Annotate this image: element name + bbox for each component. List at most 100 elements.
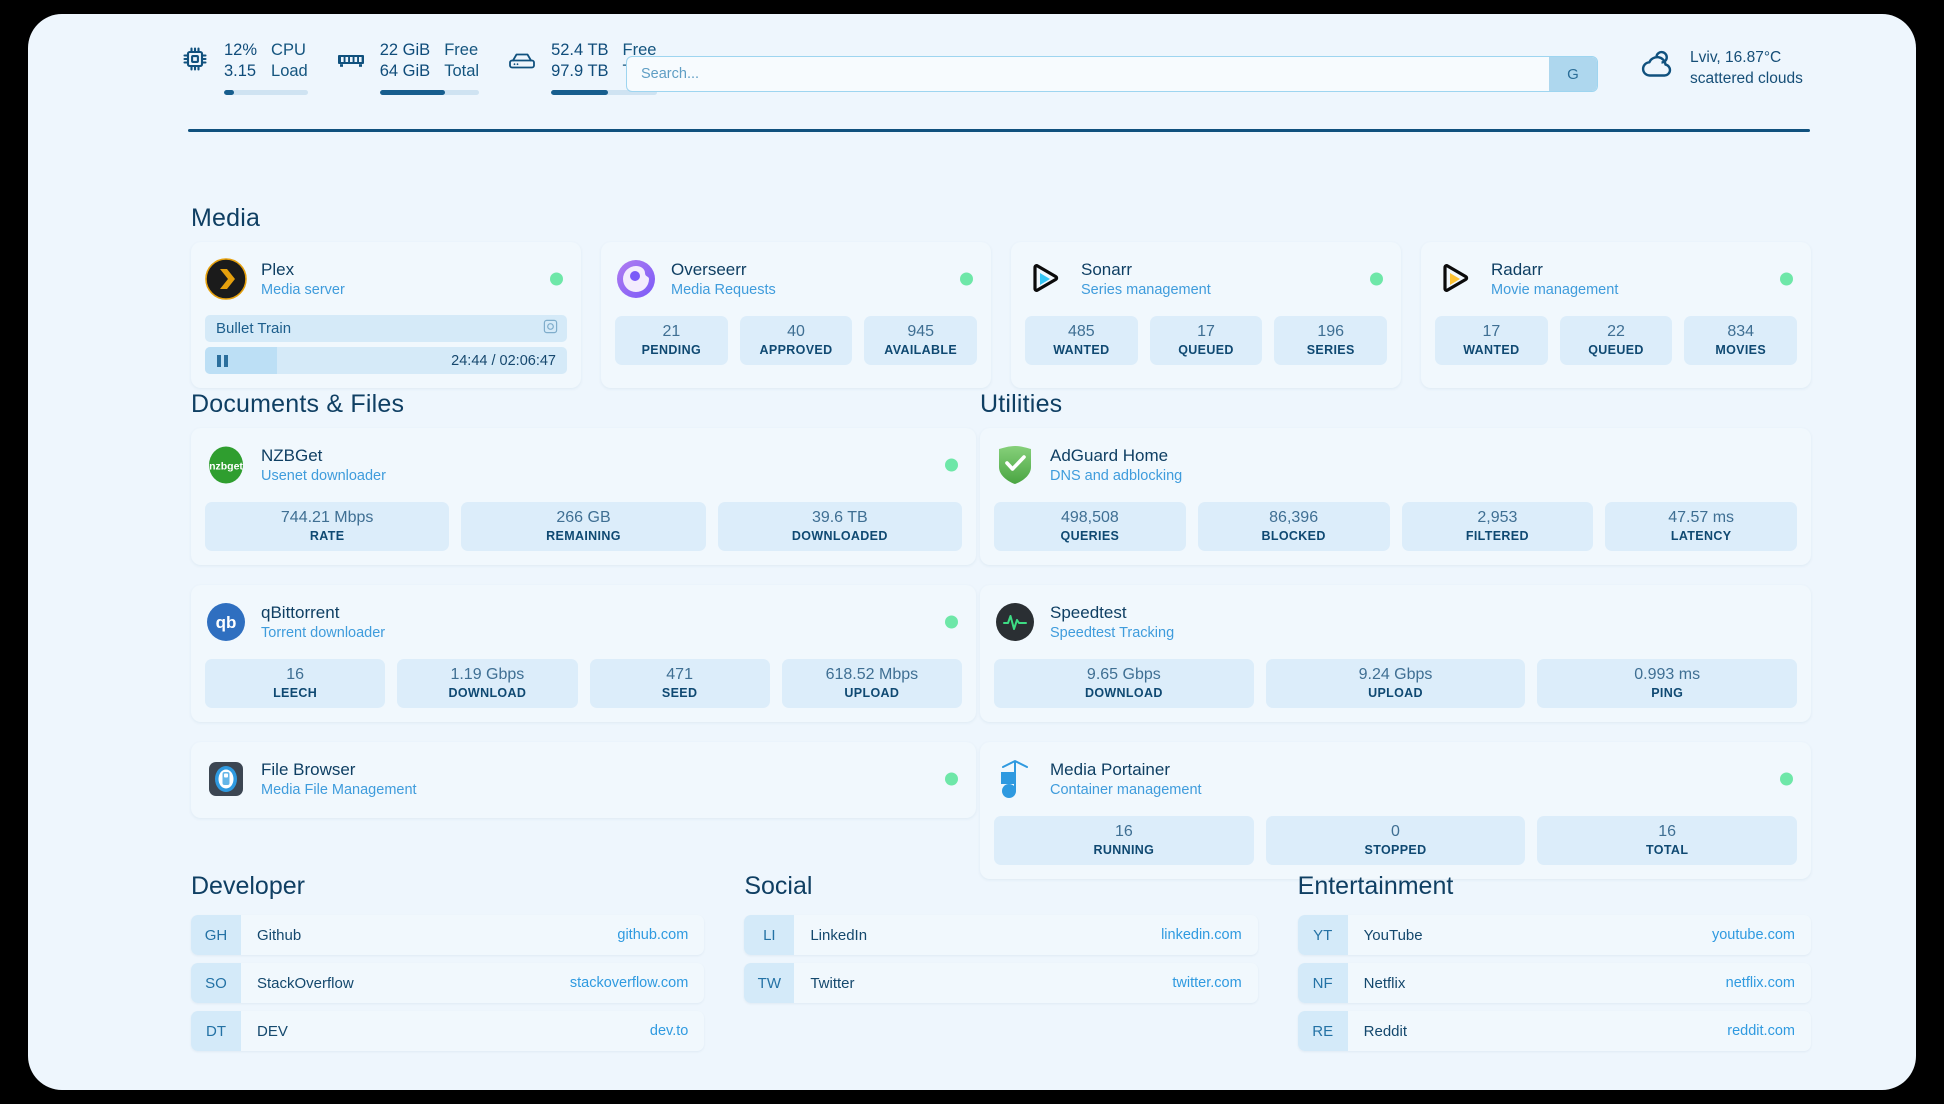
stat-cpu: 12% 3.15 CPU Load xyxy=(178,40,308,97)
disk-free-label: Free xyxy=(622,41,657,59)
cpu-usage-value: 12% xyxy=(224,41,258,59)
filebrowser-logo-icon xyxy=(205,758,247,800)
status-badge xyxy=(960,272,973,286)
card-stat-row: 16 LEECH 1.19 Gbps DOWNLOAD 471 SEED 618… xyxy=(205,659,962,708)
weather-location-temp: Lviv, 16.87°C xyxy=(1690,49,1782,66)
bookmark-abbr: TW xyxy=(744,963,795,1003)
card-subtitle: Torrent downloader xyxy=(261,624,386,641)
bookmark-group-entertainment: Entertainment YT YouTube youtube.com NF … xyxy=(1297,872,1811,1059)
card-header: Media Portainer Container management xyxy=(994,754,1797,804)
status-badge xyxy=(1780,272,1793,286)
bookmark-item-linkedin[interactable]: LI LinkedIn linkedin.com xyxy=(744,915,1258,955)
card-stat-row: 744.21 Mbps RATE 266 GB REMAINING 39.6 T… xyxy=(205,502,962,551)
service-card-nzbget[interactable]: nzbget NZBGet Usenet downloader 744.21 M… xyxy=(191,428,976,565)
qbittorrent-logo-icon: qb xyxy=(205,601,247,643)
search-engine-button[interactable]: G xyxy=(1549,57,1597,91)
stat-tile: 266 GB REMAINING xyxy=(461,502,706,551)
stat-label: DOWNLOADED xyxy=(791,529,888,543)
bookmark-url: stackoverflow.com xyxy=(569,975,689,991)
stat-tile: 86,396 BLOCKED xyxy=(1197,502,1390,551)
disk-icon xyxy=(505,40,539,78)
card-subtitle: Series management xyxy=(1081,281,1211,298)
pause-icon[interactable] xyxy=(217,354,228,367)
bookmark-group-developer: Developer GH Github github.com SO StackO… xyxy=(191,872,705,1059)
search-input[interactable] xyxy=(627,57,1549,91)
speedtest-logo-icon xyxy=(994,601,1036,643)
now-playing-panel: Bullet Train 24:44 / 02:06:47 xyxy=(205,315,567,374)
section-title-documents: Documents & Files xyxy=(191,390,405,418)
stat-value: 39.6 TB xyxy=(811,509,868,526)
cpu-load-label: Load xyxy=(271,62,308,81)
bookmark-name: Reddit xyxy=(1363,1022,1408,1040)
card-title: Radarr xyxy=(1491,259,1543,279)
stat-label: QUEUED xyxy=(1178,343,1234,357)
stat-value: 945 xyxy=(907,323,935,340)
stat-value: 16 xyxy=(1114,823,1133,840)
time-separator: / xyxy=(491,352,496,369)
card-stat-row: 485 WANTED 17 QUEUED 196 SERIES xyxy=(1025,316,1388,365)
bookmark-item-stackoverflow[interactable]: SO StackOverflow stackoverflow.com xyxy=(191,963,705,1003)
stat-label: TOTAL xyxy=(1646,843,1689,857)
header-bar: 12% 3.15 CPU Load xyxy=(28,14,1916,132)
stat-label: MOVIES xyxy=(1715,343,1767,357)
stat-value: 17 xyxy=(1197,323,1215,340)
stat-value: 47.57 ms xyxy=(1668,509,1735,526)
media-card-row: Plex Media server Bullet Train xyxy=(191,242,1811,388)
service-card-adguard-home[interactable]: AdGuard Home DNS and adblocking 498,508 … xyxy=(980,428,1811,565)
stat-tile: 471 SEED xyxy=(589,659,770,708)
card-stat-row: 17 WANTED 22 QUEUED 834 MOVIES xyxy=(1435,316,1798,365)
stat-label: LEECH xyxy=(273,686,318,700)
bookmark-name: StackOverflow xyxy=(257,974,354,992)
service-card-plex[interactable]: Plex Media server Bullet Train xyxy=(191,242,581,388)
bookmark-item-reddit[interactable]: RE Reddit reddit.com xyxy=(1297,1011,1811,1051)
card-subtitle: Usenet downloader xyxy=(261,467,386,484)
now-playing-progress[interactable]: 24:44 / 02:06:47 xyxy=(205,347,567,374)
bookmark-item-dev[interactable]: DT DEV dev.to xyxy=(191,1011,705,1051)
stat-label: AVAILABLE xyxy=(884,343,958,357)
service-card-qbittorrent[interactable]: qb qBittorrent Torrent downloader 16 LEE… xyxy=(191,585,976,722)
bookmark-item-youtube[interactable]: YT YouTube youtube.com xyxy=(1297,915,1811,955)
bookmark-item-netflix[interactable]: NF Netflix netflix.com xyxy=(1297,963,1811,1003)
status-badge xyxy=(945,458,958,472)
overseerr-logo-icon xyxy=(615,258,657,300)
bookmark-group-title: Entertainment xyxy=(1297,872,1454,900)
stat-tile: 22 QUEUED xyxy=(1559,316,1673,365)
card-stat-row: 498,508 QUERIES 86,396 BLOCKED 2,953 FIL… xyxy=(994,502,1797,551)
disk-total-value: 97.9 TB xyxy=(551,62,609,81)
status-badge xyxy=(945,615,958,629)
bookmark-item-twitter[interactable]: TW Twitter twitter.com xyxy=(744,963,1258,1003)
radarr-logo-icon xyxy=(1435,258,1477,300)
service-card-media-portainer[interactable]: Media Portainer Container management 16 … xyxy=(980,742,1811,879)
card-subtitle: DNS and adblocking xyxy=(1050,467,1183,484)
stat-label: QUERIES xyxy=(1060,529,1120,543)
card-title: Sonarr xyxy=(1081,259,1133,279)
search-bar[interactable]: G xyxy=(626,56,1598,92)
stat-label: DOWNLOAD xyxy=(448,686,527,700)
service-card-file-browser[interactable]: File Browser Media File Management xyxy=(191,742,976,818)
bookmarks-area: Developer GH Github github.com SO StackO… xyxy=(191,872,1811,1059)
stat-value: 9.24 Gbps xyxy=(1358,666,1433,683)
bookmark-url: linkedin.com xyxy=(1161,927,1242,943)
bookmark-name: Twitter xyxy=(810,974,855,992)
stat-value: 16 xyxy=(286,666,305,683)
now-playing-title-bar[interactable]: Bullet Train xyxy=(205,315,567,342)
stat-value: 485 xyxy=(1067,323,1095,340)
stat-label: RATE xyxy=(309,529,345,543)
stat-label: BLOCKED xyxy=(1261,529,1326,543)
stat-label: STOPPED xyxy=(1364,843,1427,857)
service-card-overseerr[interactable]: Overseerr Media Requests 21 PENDING 40 A… xyxy=(601,242,991,388)
card-header: qb qBittorrent Torrent downloader xyxy=(205,597,962,647)
weather-condition: scattered clouds xyxy=(1690,69,1803,87)
service-card-sonarr[interactable]: Sonarr Series management 485 WANTED 17 Q… xyxy=(1011,242,1401,388)
svg-text:qb: qb xyxy=(216,613,237,632)
card-stat-row: 21 PENDING 40 APPROVED 945 AVAILABLE xyxy=(615,316,978,365)
service-card-speedtest[interactable]: Speedtest Speedtest Tracking 9.65 Gbps D… xyxy=(980,585,1811,722)
bookmark-item-github[interactable]: GH Github github.com xyxy=(191,915,705,955)
bookmark-url: twitter.com xyxy=(1172,975,1242,991)
card-subtitle: Container management xyxy=(1050,781,1202,798)
stat-value: 0 xyxy=(1391,823,1400,840)
service-card-radarr[interactable]: Radarr Movie management 17 WANTED 22 QUE… xyxy=(1421,242,1811,388)
card-stat-row: 9.65 Gbps DOWNLOAD 9.24 Gbps UPLOAD 0.99… xyxy=(994,659,1798,708)
svg-text:nzbget: nzbget xyxy=(209,461,243,473)
stat-value: 21 xyxy=(662,323,681,340)
